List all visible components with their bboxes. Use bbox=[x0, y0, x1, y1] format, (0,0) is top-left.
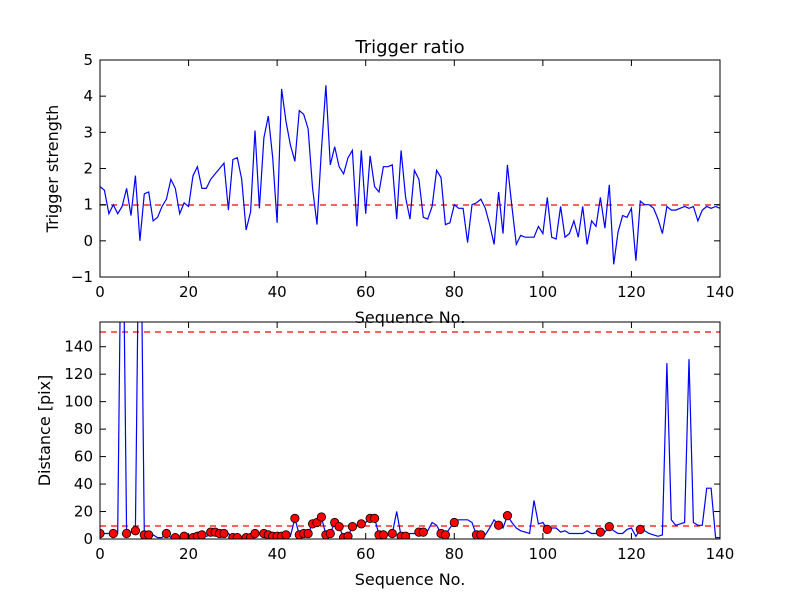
y-tick-label: 0 bbox=[83, 530, 93, 548]
data-marker bbox=[449, 517, 459, 528]
x-axis-label: Sequence No. bbox=[355, 308, 466, 327]
y-tick-label: 2 bbox=[83, 160, 93, 178]
y-tick-label: 40 bbox=[74, 475, 93, 493]
y-tick-label: 0 bbox=[83, 232, 93, 250]
data-marker bbox=[219, 528, 229, 539]
data-marker bbox=[542, 524, 552, 534]
data-marker bbox=[130, 526, 141, 536]
y-axis-label: Distance [pix] bbox=[35, 375, 54, 487]
data-marker bbox=[418, 527, 428, 537]
x-tick-label: 20 bbox=[179, 283, 198, 301]
y-tick-label: 4 bbox=[83, 87, 93, 105]
data-marker bbox=[121, 528, 132, 539]
y-tick-label: 20 bbox=[74, 503, 93, 521]
y-tick-label: 140 bbox=[64, 338, 93, 356]
axis-ticks: 0 20 40 60 80 100 120 140 0 20 40 60 80 100 120 140 bbox=[64, 322, 734, 563]
x-tick-label: 40 bbox=[268, 545, 287, 563]
data-marker bbox=[493, 520, 504, 530]
plot-frame bbox=[99, 321, 721, 540]
trigger-ratio-chart: Trigger ratio 0 20 40 60 80 100 120 140−1012345… bbox=[43, 37, 734, 327]
data-marker bbox=[440, 530, 451, 539]
y-tick-label: 3 bbox=[83, 123, 93, 141]
y-tick-label: 100 bbox=[64, 393, 93, 411]
data-marker bbox=[378, 530, 389, 539]
data-marker bbox=[250, 528, 260, 539]
data-marker bbox=[316, 512, 327, 522]
data-marker bbox=[325, 528, 335, 539]
marker-group bbox=[100, 511, 645, 539]
data-marker bbox=[476, 530, 486, 539]
x-tick-label: 20 bbox=[179, 545, 198, 563]
data-marker bbox=[502, 511, 513, 521]
data-marker bbox=[635, 524, 645, 534]
data-marker bbox=[604, 522, 614, 532]
data-marker bbox=[232, 533, 242, 539]
x-axis-label: Sequence No. bbox=[355, 570, 466, 589]
y-tick-label: 60 bbox=[74, 448, 93, 466]
x-tick-label: 100 bbox=[529, 545, 558, 563]
x-tick-label: 60 bbox=[356, 545, 375, 563]
distance-chart: 0 20 40 60 80 100 120 140 0 20 40 60 80 100 120 140 Seq… bbox=[35, 321, 734, 589]
data-marker bbox=[356, 519, 366, 529]
data-marker bbox=[595, 527, 606, 537]
y-axis-label: Trigger strength bbox=[43, 105, 62, 234]
data-marker bbox=[197, 530, 207, 539]
x-tick-label: 40 bbox=[268, 283, 287, 301]
data-marker bbox=[387, 528, 397, 539]
data-marker bbox=[108, 528, 118, 539]
y-tick-label: 80 bbox=[74, 420, 93, 438]
data-marker bbox=[303, 528, 313, 539]
data-marker bbox=[400, 531, 411, 539]
data-marker bbox=[179, 531, 189, 539]
y-tick-label: 5 bbox=[83, 51, 93, 69]
data-marker bbox=[144, 530, 154, 539]
x-tick-label: 80 bbox=[445, 545, 464, 563]
y-tick-label: −1 bbox=[71, 268, 93, 286]
trigger-strength-line bbox=[99, 85, 721, 265]
x-tick-label: 140 bbox=[706, 283, 735, 301]
x-tick-label: 120 bbox=[617, 545, 646, 563]
x-tick-label: 140 bbox=[706, 545, 735, 563]
data-marker bbox=[343, 531, 353, 539]
data-marker bbox=[170, 533, 180, 539]
data-marker bbox=[334, 522, 344, 532]
data-marker bbox=[281, 530, 291, 539]
data-marker bbox=[347, 522, 358, 532]
data-marker bbox=[161, 528, 172, 539]
x-tick-label: 80 bbox=[445, 283, 464, 301]
x-tick-label: 100 bbox=[529, 283, 558, 301]
x-tick-label: 0 bbox=[95, 545, 105, 563]
y-tick-label: 120 bbox=[64, 365, 93, 383]
data-marker bbox=[290, 513, 300, 523]
x-tick-label: 120 bbox=[617, 283, 646, 301]
plot-frame bbox=[99, 59, 721, 278]
data-marker bbox=[369, 513, 380, 523]
chart-title: Trigger ratio bbox=[354, 37, 464, 58]
x-tick-label: 60 bbox=[356, 283, 375, 301]
x-tick-label: 0 bbox=[95, 283, 105, 301]
y-tick-label: 1 bbox=[83, 196, 93, 214]
